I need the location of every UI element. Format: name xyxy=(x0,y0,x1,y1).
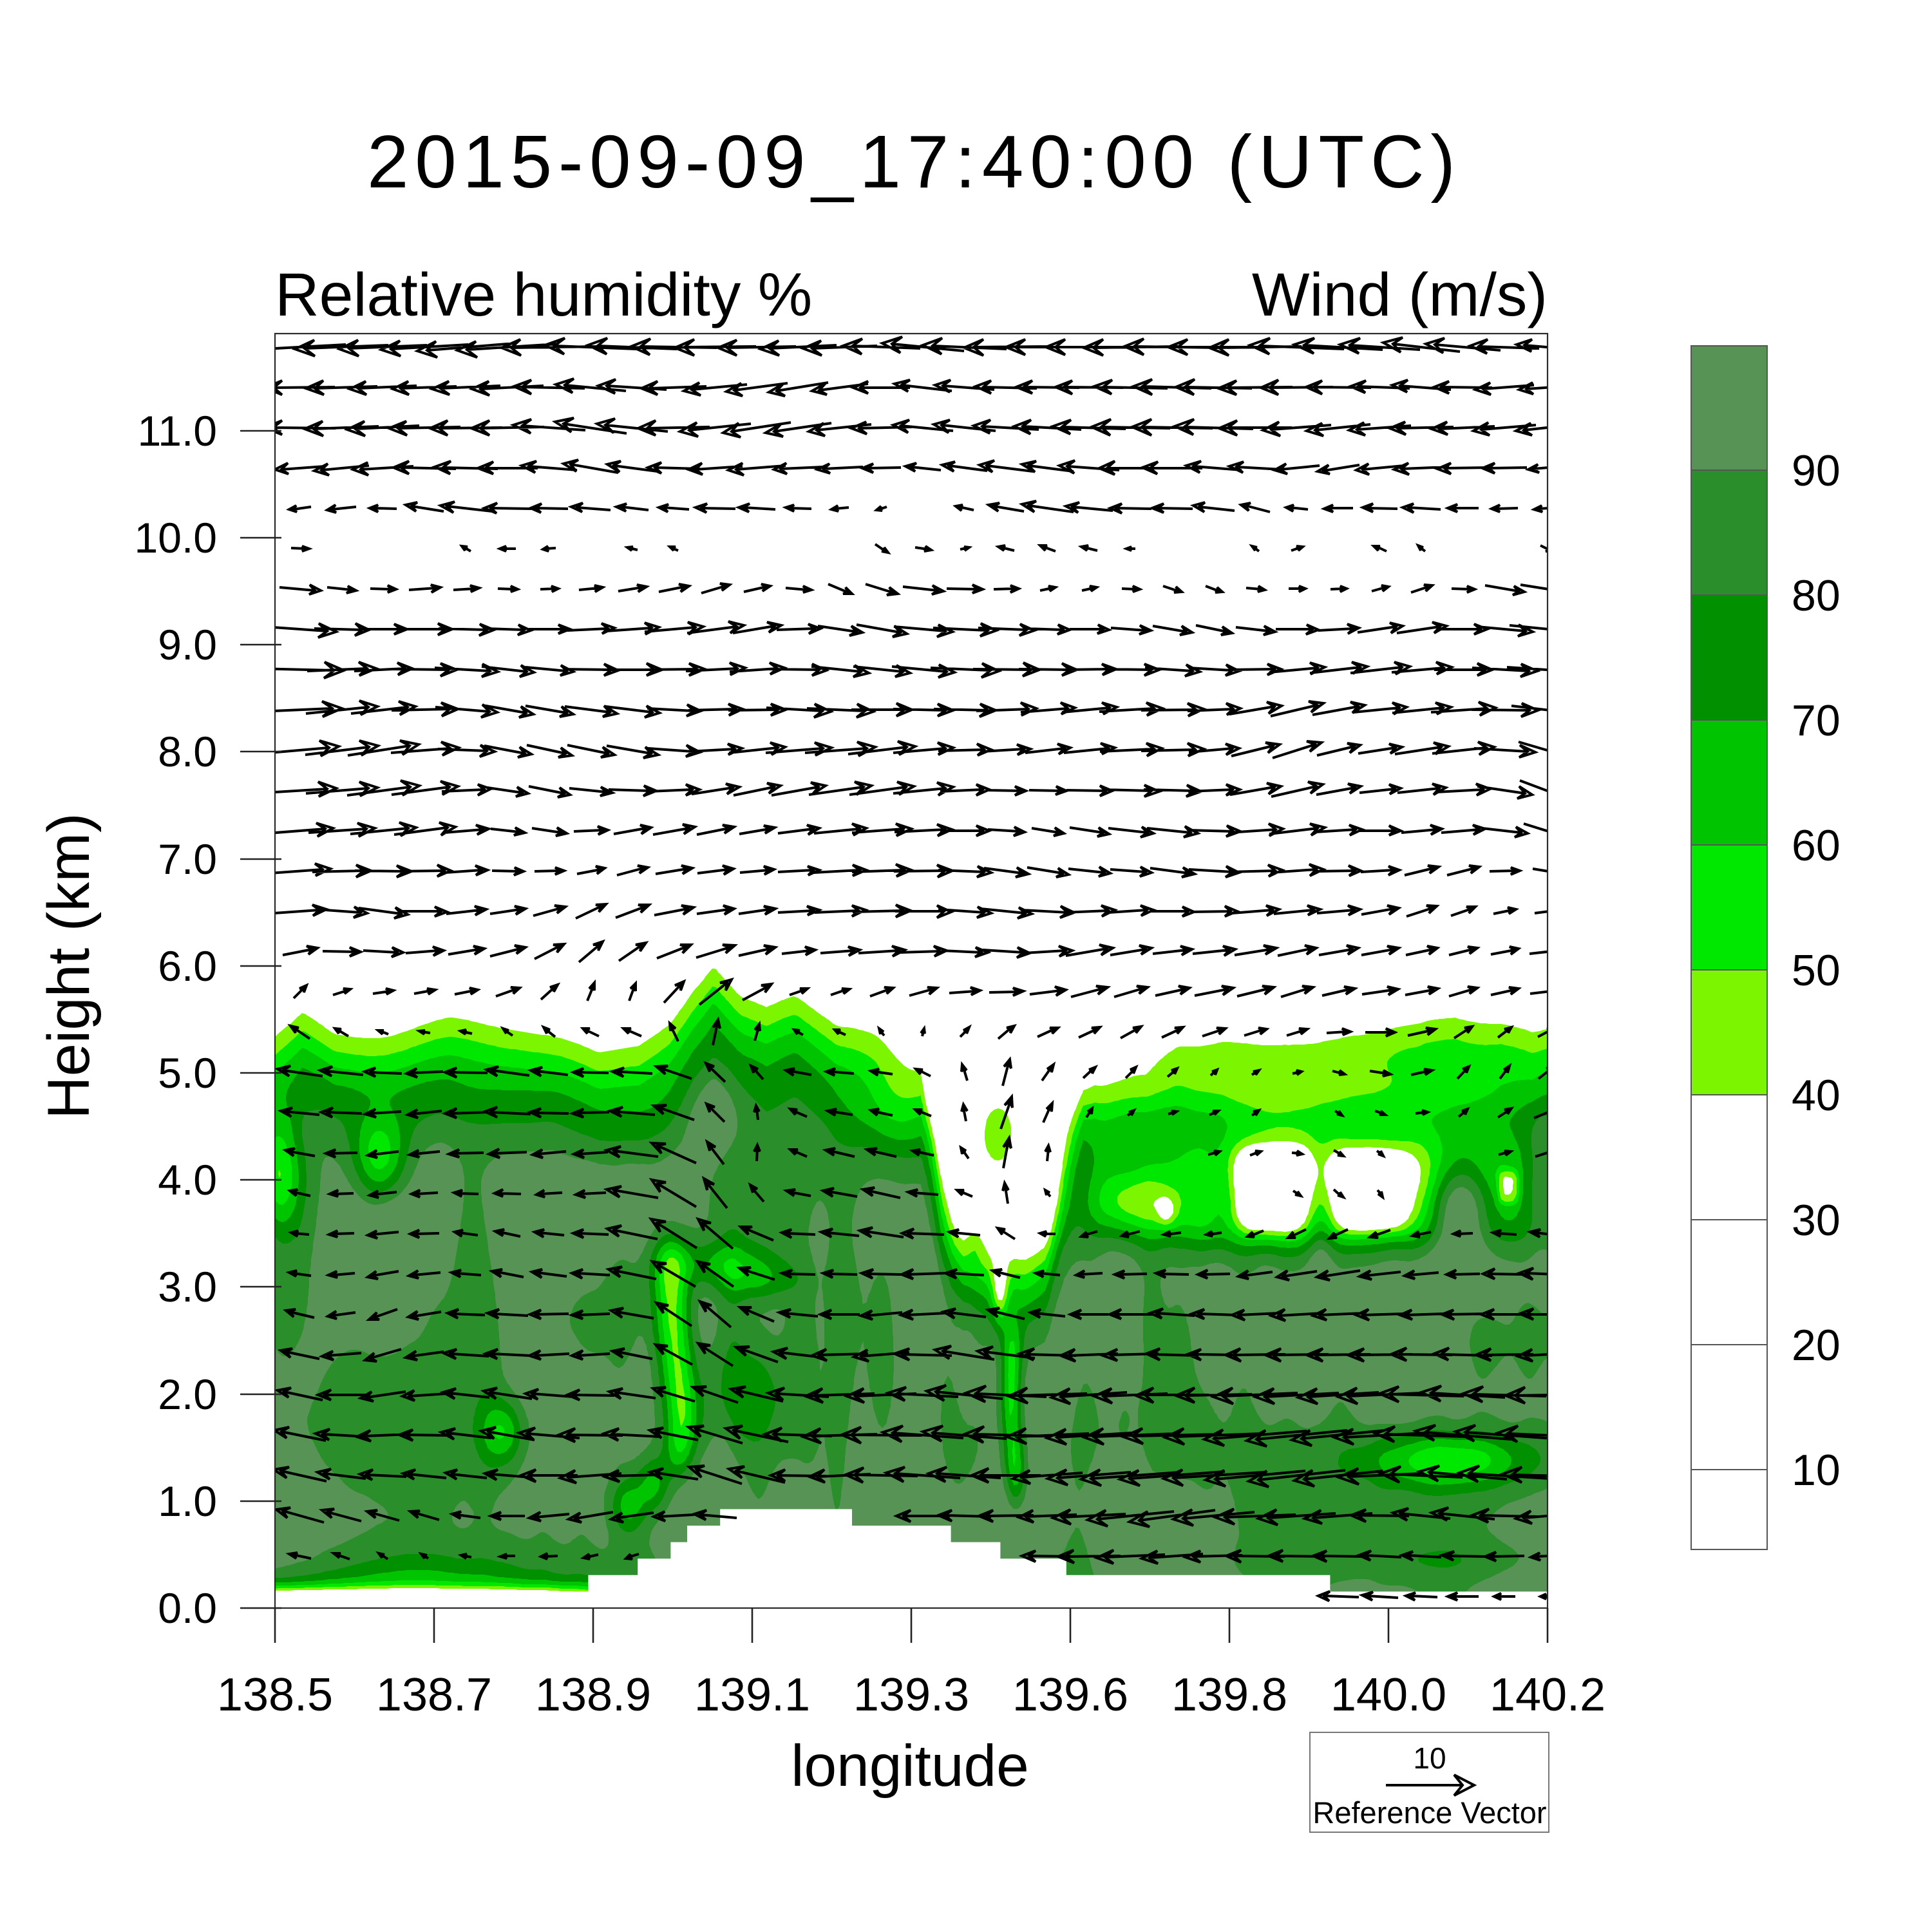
svg-text:140.0: 140.0 xyxy=(1331,1669,1446,1721)
svg-text:11.0: 11.0 xyxy=(137,407,217,455)
svg-text:70: 70 xyxy=(1792,696,1841,745)
svg-text:6.0: 6.0 xyxy=(158,942,217,990)
svg-text:4.0: 4.0 xyxy=(158,1156,217,1204)
svg-text:7.0: 7.0 xyxy=(158,835,217,883)
svg-text:5.0: 5.0 xyxy=(158,1049,217,1097)
svg-text:140.2: 140.2 xyxy=(1490,1669,1605,1721)
svg-text:60: 60 xyxy=(1792,821,1841,870)
svg-text:138.5: 138.5 xyxy=(217,1669,333,1721)
svg-text:40: 40 xyxy=(1792,1071,1841,1120)
svg-text:Height (km): Height (km) xyxy=(36,813,102,1119)
svg-text:2.0: 2.0 xyxy=(158,1370,217,1418)
svg-text:longitude: longitude xyxy=(791,1734,1028,1799)
svg-text:139.3: 139.3 xyxy=(853,1669,969,1721)
svg-text:30: 30 xyxy=(1792,1196,1841,1245)
svg-text:Reference Vector: Reference Vector xyxy=(1312,1795,1546,1830)
svg-text:2015-09-09_17:40:00 (UTC): 2015-09-09_17:40:00 (UTC) xyxy=(367,120,1455,204)
svg-text:139.6: 139.6 xyxy=(1012,1669,1128,1721)
svg-text:139.1: 139.1 xyxy=(694,1669,810,1721)
svg-text:138.9: 138.9 xyxy=(535,1669,651,1721)
svg-text:Wind (m/s): Wind (m/s) xyxy=(1252,261,1548,329)
svg-text:138.7: 138.7 xyxy=(376,1669,492,1721)
svg-text:3.0: 3.0 xyxy=(158,1263,217,1311)
svg-text:0.0: 0.0 xyxy=(158,1584,217,1632)
svg-text:Relative humidity %: Relative humidity % xyxy=(275,261,812,329)
svg-text:10: 10 xyxy=(1792,1446,1841,1495)
svg-text:90: 90 xyxy=(1792,446,1841,495)
svg-text:80: 80 xyxy=(1792,571,1841,620)
svg-text:9.0: 9.0 xyxy=(158,621,217,668)
svg-text:10: 10 xyxy=(1413,1741,1446,1775)
svg-text:50: 50 xyxy=(1792,946,1841,995)
svg-text:8.0: 8.0 xyxy=(158,728,217,775)
svg-text:10.0: 10.0 xyxy=(135,514,217,562)
svg-text:139.8: 139.8 xyxy=(1171,1669,1287,1721)
svg-text:1.0: 1.0 xyxy=(158,1477,217,1525)
svg-text:20: 20 xyxy=(1792,1321,1841,1370)
